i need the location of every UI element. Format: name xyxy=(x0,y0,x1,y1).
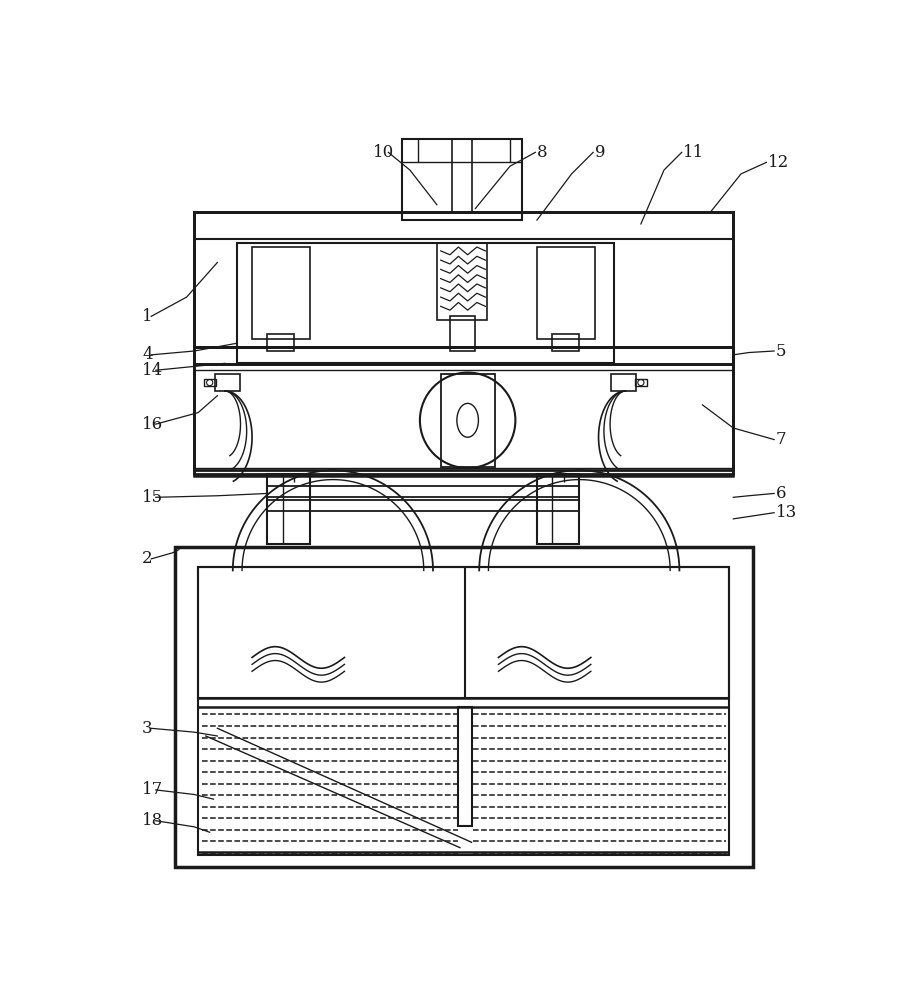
Bar xyxy=(175,547,752,867)
Bar xyxy=(215,374,240,391)
Bar xyxy=(551,334,579,351)
Bar xyxy=(267,334,294,351)
Text: 14: 14 xyxy=(142,362,163,379)
Bar xyxy=(194,347,732,470)
Bar xyxy=(437,243,486,320)
Bar xyxy=(610,374,635,391)
Bar xyxy=(194,347,732,364)
Text: 11: 11 xyxy=(683,144,704,161)
Bar xyxy=(402,139,521,220)
Text: 18: 18 xyxy=(142,812,163,829)
Text: 3: 3 xyxy=(142,720,153,737)
Bar xyxy=(236,243,613,363)
Text: 7: 7 xyxy=(775,431,786,448)
Bar xyxy=(267,474,310,544)
Text: 8: 8 xyxy=(537,144,547,161)
Bar xyxy=(458,707,471,826)
Bar xyxy=(267,486,579,497)
Text: 6: 6 xyxy=(775,485,786,502)
Text: 15: 15 xyxy=(142,489,163,506)
Bar xyxy=(634,379,646,386)
Bar xyxy=(203,379,216,386)
Text: 16: 16 xyxy=(142,416,163,433)
Bar xyxy=(537,474,579,544)
Text: 9: 9 xyxy=(594,144,605,161)
Text: 17: 17 xyxy=(142,781,163,798)
Bar xyxy=(537,247,594,339)
Bar xyxy=(194,212,732,347)
Text: 10: 10 xyxy=(372,144,393,161)
Text: 2: 2 xyxy=(142,550,153,567)
Bar xyxy=(252,247,310,339)
Text: 13: 13 xyxy=(775,504,796,521)
Bar xyxy=(198,567,729,698)
Text: 12: 12 xyxy=(767,154,789,171)
Bar xyxy=(449,316,474,351)
Bar xyxy=(198,567,729,855)
Bar xyxy=(267,500,579,511)
Bar xyxy=(194,364,732,476)
Bar xyxy=(440,374,494,466)
Text: 5: 5 xyxy=(775,342,786,360)
Text: 1: 1 xyxy=(142,308,153,325)
Text: 4: 4 xyxy=(142,346,153,363)
Bar xyxy=(194,212,732,474)
